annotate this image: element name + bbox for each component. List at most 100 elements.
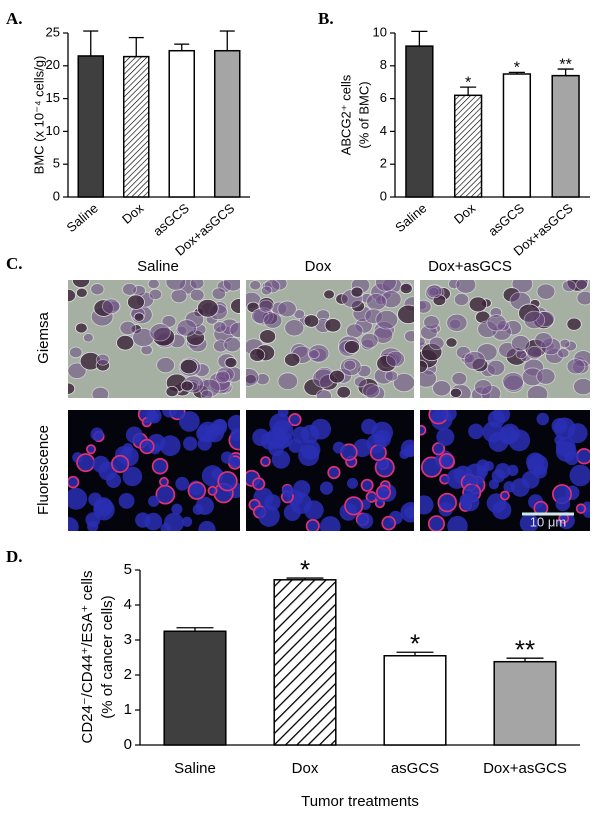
bar <box>551 74 580 198</box>
cell <box>288 438 303 453</box>
cell <box>519 513 539 531</box>
cell-ring <box>187 481 206 500</box>
cell <box>92 455 110 473</box>
cell <box>536 283 556 300</box>
cell <box>569 464 590 487</box>
cell <box>332 441 345 454</box>
panel-label: D. <box>6 547 23 566</box>
cell <box>68 288 77 303</box>
cell <box>148 495 160 507</box>
cell <box>147 280 160 290</box>
cell <box>252 428 270 447</box>
cell <box>566 317 582 331</box>
cell-ring <box>374 457 395 478</box>
cell <box>200 389 214 398</box>
cell <box>559 338 571 349</box>
cell <box>464 463 487 485</box>
cell <box>436 428 455 447</box>
cell <box>319 516 341 531</box>
cell <box>223 336 240 353</box>
cell <box>198 520 216 531</box>
annotation: * <box>300 554 310 584</box>
cell-ring <box>420 424 427 436</box>
cell <box>360 332 379 349</box>
cell <box>71 280 91 288</box>
panel-label: C. <box>6 254 23 273</box>
cell <box>343 496 364 516</box>
cell-ring <box>68 475 80 489</box>
cell <box>106 472 122 488</box>
cell <box>510 478 530 497</box>
cell <box>277 410 289 418</box>
cell <box>447 515 468 531</box>
annotation: * <box>514 60 520 77</box>
bar <box>168 49 196 198</box>
panel-label: B. <box>318 9 334 28</box>
cell <box>343 340 360 354</box>
micrograph <box>246 410 414 531</box>
y-tick-label: 4 <box>124 596 132 613</box>
cell <box>271 419 294 442</box>
x-tick-label: Dox+asGCS <box>483 760 567 777</box>
cell <box>224 357 238 369</box>
cell <box>360 478 374 492</box>
y-axis-label: BMC (x 10⁻⁴ cells/g) <box>31 56 46 175</box>
cell <box>384 370 399 382</box>
cell <box>125 426 143 444</box>
cell <box>147 411 159 423</box>
cell <box>118 492 135 509</box>
cell <box>251 477 266 491</box>
cell-ring <box>360 478 374 492</box>
y-tick-label: 10 <box>46 123 60 138</box>
annotation: ** <box>559 56 571 73</box>
cell <box>68 487 88 510</box>
y-tick-label: 4 <box>380 123 387 138</box>
cell <box>386 350 405 368</box>
cell <box>420 369 437 388</box>
cell-ring <box>207 485 218 496</box>
bar <box>502 73 532 198</box>
panel-label: A. <box>6 9 23 28</box>
cell-ring <box>217 471 238 492</box>
cell <box>212 321 227 333</box>
cell <box>68 362 87 380</box>
cell <box>139 438 155 455</box>
cell <box>308 349 320 360</box>
cell <box>189 288 205 302</box>
column-label: Saline <box>137 258 179 275</box>
cell <box>249 280 262 291</box>
cell <box>122 282 137 296</box>
row-label: Fluorescence <box>35 425 52 515</box>
cell <box>229 321 240 338</box>
cell-ring <box>159 477 169 487</box>
bar <box>122 55 150 198</box>
cell <box>369 443 387 462</box>
cell <box>373 430 391 448</box>
cell-ring <box>575 503 587 514</box>
cell <box>486 359 506 376</box>
cell <box>564 450 580 466</box>
cell <box>536 412 550 426</box>
cell <box>375 280 397 292</box>
cell <box>133 312 145 322</box>
cell <box>288 412 302 427</box>
x-axis-label: Tumor treatments <box>301 793 419 810</box>
cell <box>148 288 163 301</box>
y-tick-label: 1 <box>124 701 132 718</box>
y-axis-label: ABCG2⁺ cells <box>338 74 353 155</box>
cell <box>259 329 277 344</box>
cell <box>361 418 377 435</box>
cell <box>437 492 458 513</box>
cell <box>350 286 364 298</box>
cell <box>119 320 137 336</box>
cell <box>170 288 188 304</box>
y-tick-label: 5 <box>53 156 60 171</box>
cell <box>268 440 284 457</box>
y-tick-label: 0 <box>53 188 60 203</box>
cell-ring <box>376 484 392 500</box>
cell <box>557 347 570 359</box>
x-tick-label: asGCS <box>485 200 527 239</box>
cell <box>155 484 176 505</box>
cell <box>404 506 414 519</box>
bar <box>493 660 557 746</box>
